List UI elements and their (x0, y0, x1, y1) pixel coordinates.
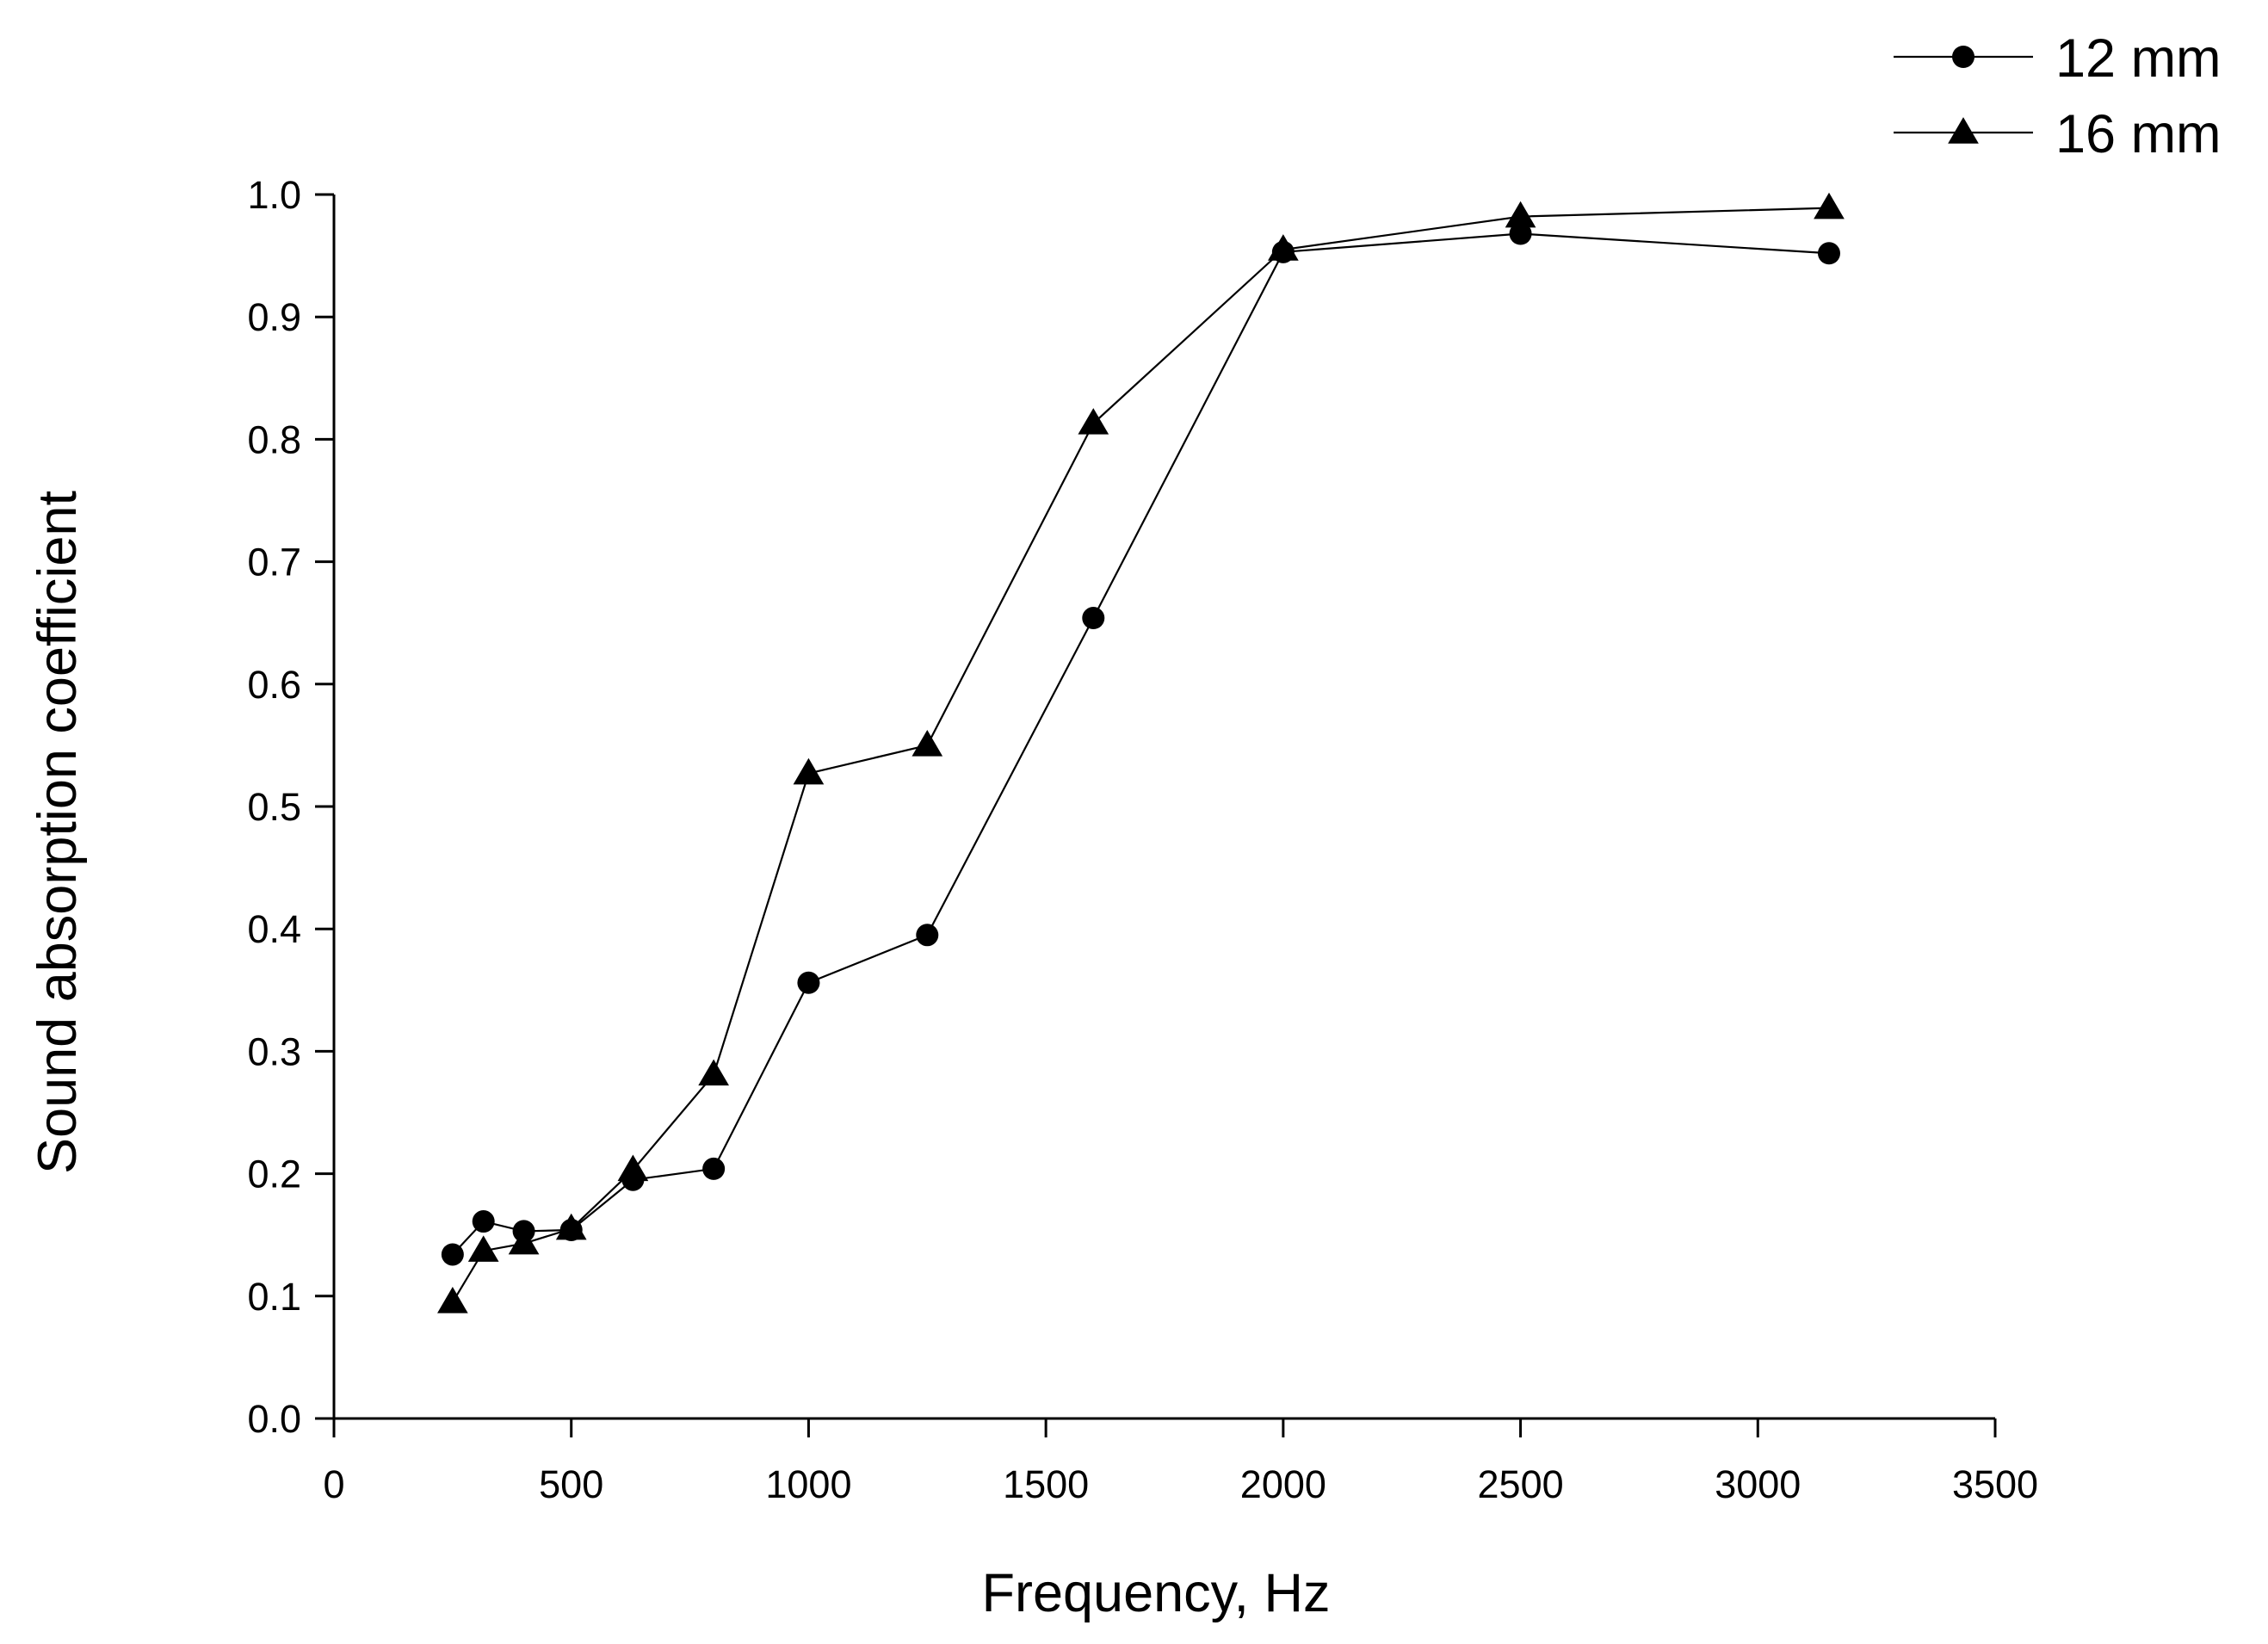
data-point (1082, 607, 1105, 630)
x-axis-title: Frequency, Hz (982, 1563, 1331, 1623)
y-tick-label: 0.2 (247, 1153, 301, 1196)
legend-label: 16 mm (2055, 104, 2222, 164)
series-layer (437, 192, 1845, 1313)
y-axis-title: Sound absorption coefficient (28, 491, 88, 1174)
y-tick-label: 0.3 (247, 1029, 301, 1073)
data-point (467, 1235, 499, 1262)
x-tick-label: 2500 (1478, 1462, 1564, 1506)
x-tick-label: 500 (539, 1462, 603, 1506)
data-point (617, 1154, 649, 1182)
data-point (1814, 192, 1845, 219)
data-point (1509, 222, 1532, 245)
data-point (793, 757, 825, 785)
data-point (1078, 408, 1109, 435)
y-tick-label: 0.9 (247, 295, 301, 339)
data-point (912, 730, 943, 757)
data-point (508, 1227, 540, 1255)
x-tick-label: 3500 (1952, 1462, 2038, 1506)
y-tick-label: 0.1 (247, 1275, 301, 1319)
legend-marker (1952, 46, 1974, 68)
legend-marker (1948, 117, 1979, 144)
data-point (916, 924, 939, 947)
y-tick-label: 1.0 (247, 173, 301, 217)
data-point (1818, 242, 1840, 265)
axes: 0.0 0.1 0.2 0.3 0.4 0.5 0.6 0.7 0.8 0.9 1.0 0 500 100… (247, 173, 2038, 1506)
data-point (437, 1287, 468, 1313)
series-2 (437, 192, 1845, 1313)
data-point (555, 1213, 587, 1240)
data-point (441, 1243, 464, 1266)
x-tick-label: 0 (323, 1462, 344, 1506)
legend: 12 mm 16 mm (1894, 28, 2222, 164)
y-tick-label: 0.0 (247, 1397, 301, 1441)
data-point (1505, 201, 1536, 228)
data-point (797, 971, 820, 994)
y-tick-label: 0.8 (247, 417, 301, 461)
y-tick-label: 0.6 (247, 663, 301, 707)
y-tick-label: 0.5 (247, 785, 301, 829)
x-tick-label: 1500 (1003, 1462, 1089, 1506)
legend-label: 12 mm (2055, 28, 2222, 89)
x-tick-label: 3000 (1715, 1462, 1801, 1506)
y-tick-label: 0.7 (247, 541, 301, 584)
data-point (1268, 234, 1299, 261)
x-tick-label: 2000 (1240, 1462, 1326, 1506)
y-tick-label: 0.4 (247, 907, 301, 951)
data-point (702, 1157, 726, 1180)
legend-item-2: 16 mm (1894, 104, 2222, 164)
legend-item-1: 12 mm (1894, 28, 2222, 89)
series-line (451, 207, 1830, 1303)
data-point (472, 1210, 495, 1233)
data-point (698, 1059, 729, 1086)
x-tick-label: 1000 (765, 1462, 851, 1506)
series-line (452, 232, 1830, 1256)
